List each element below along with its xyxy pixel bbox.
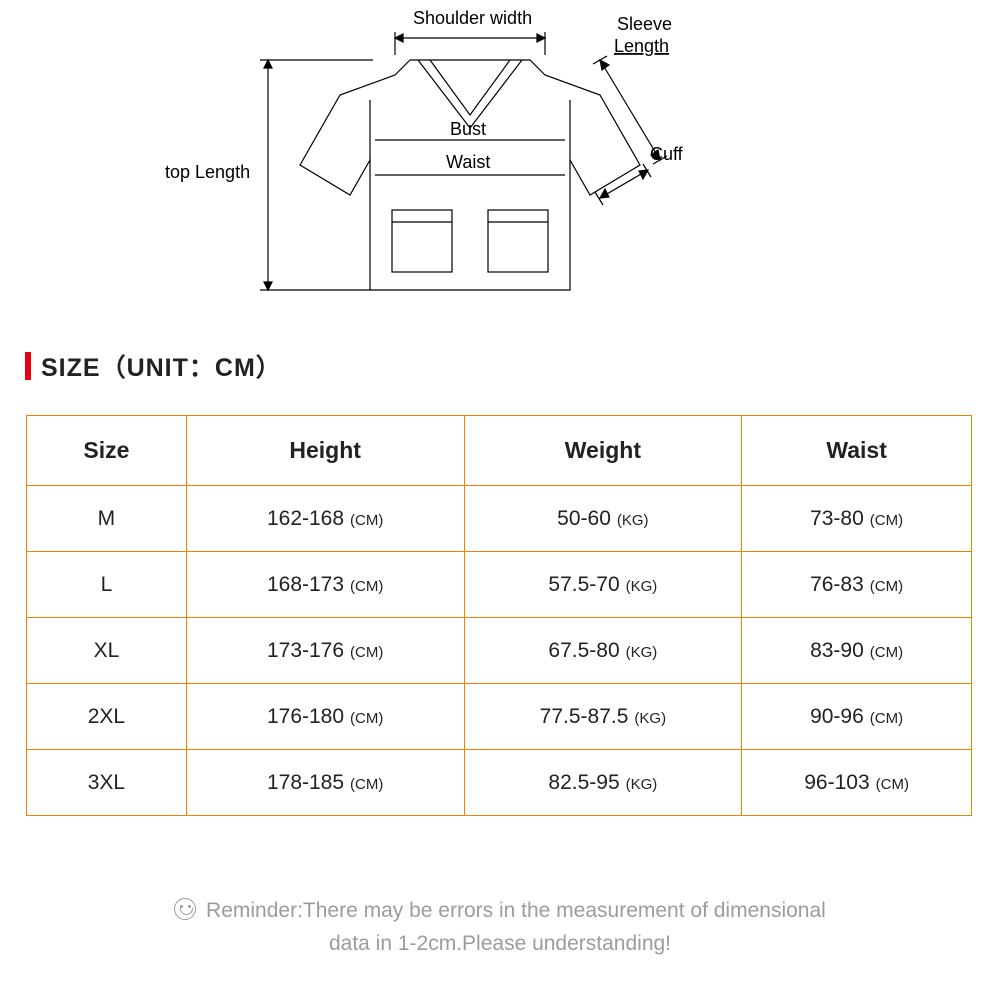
title-accent-bar xyxy=(25,352,31,380)
col-header-height: Height xyxy=(186,416,464,486)
section-title: SIZE（UNIT：CM） xyxy=(25,348,282,384)
table-cell-height: 173-176(CM) xyxy=(186,618,464,684)
table-row: XL173-176(CM)67.5-80(KG)83-90(CM) xyxy=(27,618,972,684)
col-header-weight: Weight xyxy=(464,416,742,486)
table-cell-size: XL xyxy=(27,618,187,684)
reminder-line1: Reminder:There may be errors in the meas… xyxy=(206,899,826,922)
size-table: Size Height Weight Waist M162-168(CM)50-… xyxy=(26,415,972,816)
label-waist: Waist xyxy=(446,152,490,172)
table-cell-height: 176-180(CM) xyxy=(186,684,464,750)
title-text: SIZE（UNIT：CM） xyxy=(41,348,282,384)
table-row: L168-173(CM)57.5-70(KG)76-83(CM) xyxy=(27,552,972,618)
table-cell-height: 162-168(CM) xyxy=(186,486,464,552)
table-cell-waist: 90-96(CM) xyxy=(742,684,972,750)
smiley-icon xyxy=(174,898,196,920)
label-sleeve-length: Length xyxy=(614,36,669,56)
table-cell-waist: 76-83(CM) xyxy=(742,552,972,618)
table-cell-height: 178-185(CM) xyxy=(186,750,464,816)
label-bust: Bust xyxy=(450,119,486,139)
table-cell-weight: 57.5-70(KG) xyxy=(464,552,742,618)
table-row: 2XL176-180(CM)77.5-87.5(KG)90-96(CM) xyxy=(27,684,972,750)
label-cuff: Cuff xyxy=(650,144,684,164)
col-header-waist: Waist xyxy=(742,416,972,486)
table-cell-size: M xyxy=(27,486,187,552)
label-sleeve: Sleeve xyxy=(617,14,672,34)
label-top-length: top Length xyxy=(165,162,250,182)
table-cell-size: 2XL xyxy=(27,684,187,750)
table-row: M162-168(CM)50-60(KG)73-80(CM) xyxy=(27,486,972,552)
table-cell-height: 168-173(CM) xyxy=(186,552,464,618)
table-cell-weight: 50-60(KG) xyxy=(464,486,742,552)
table-cell-waist: 73-80(CM) xyxy=(742,486,972,552)
col-header-size: Size xyxy=(27,416,187,486)
table-cell-weight: 82.5-95(KG) xyxy=(464,750,742,816)
label-shoulder-width: Shoulder width xyxy=(413,8,532,28)
table-row: 3XL178-185(CM)82.5-95(KG)96-103(CM) xyxy=(27,750,972,816)
table-cell-weight: 67.5-80(KG) xyxy=(464,618,742,684)
garment-diagram: Shoulder width Sleeve Length Cuff Bust W… xyxy=(0,0,1000,330)
table-cell-waist: 96-103(CM) xyxy=(742,750,972,816)
reminder-line2: data in 1-2cm.Please understanding! xyxy=(329,932,671,955)
table-cell-waist: 83-90(CM) xyxy=(742,618,972,684)
reminder-text: Reminder:There may be errors in the meas… xyxy=(0,895,1000,960)
table-cell-size: L xyxy=(27,552,187,618)
table-header-row: Size Height Weight Waist xyxy=(27,416,972,486)
table-cell-weight: 77.5-87.5(KG) xyxy=(464,684,742,750)
table-cell-size: 3XL xyxy=(27,750,187,816)
